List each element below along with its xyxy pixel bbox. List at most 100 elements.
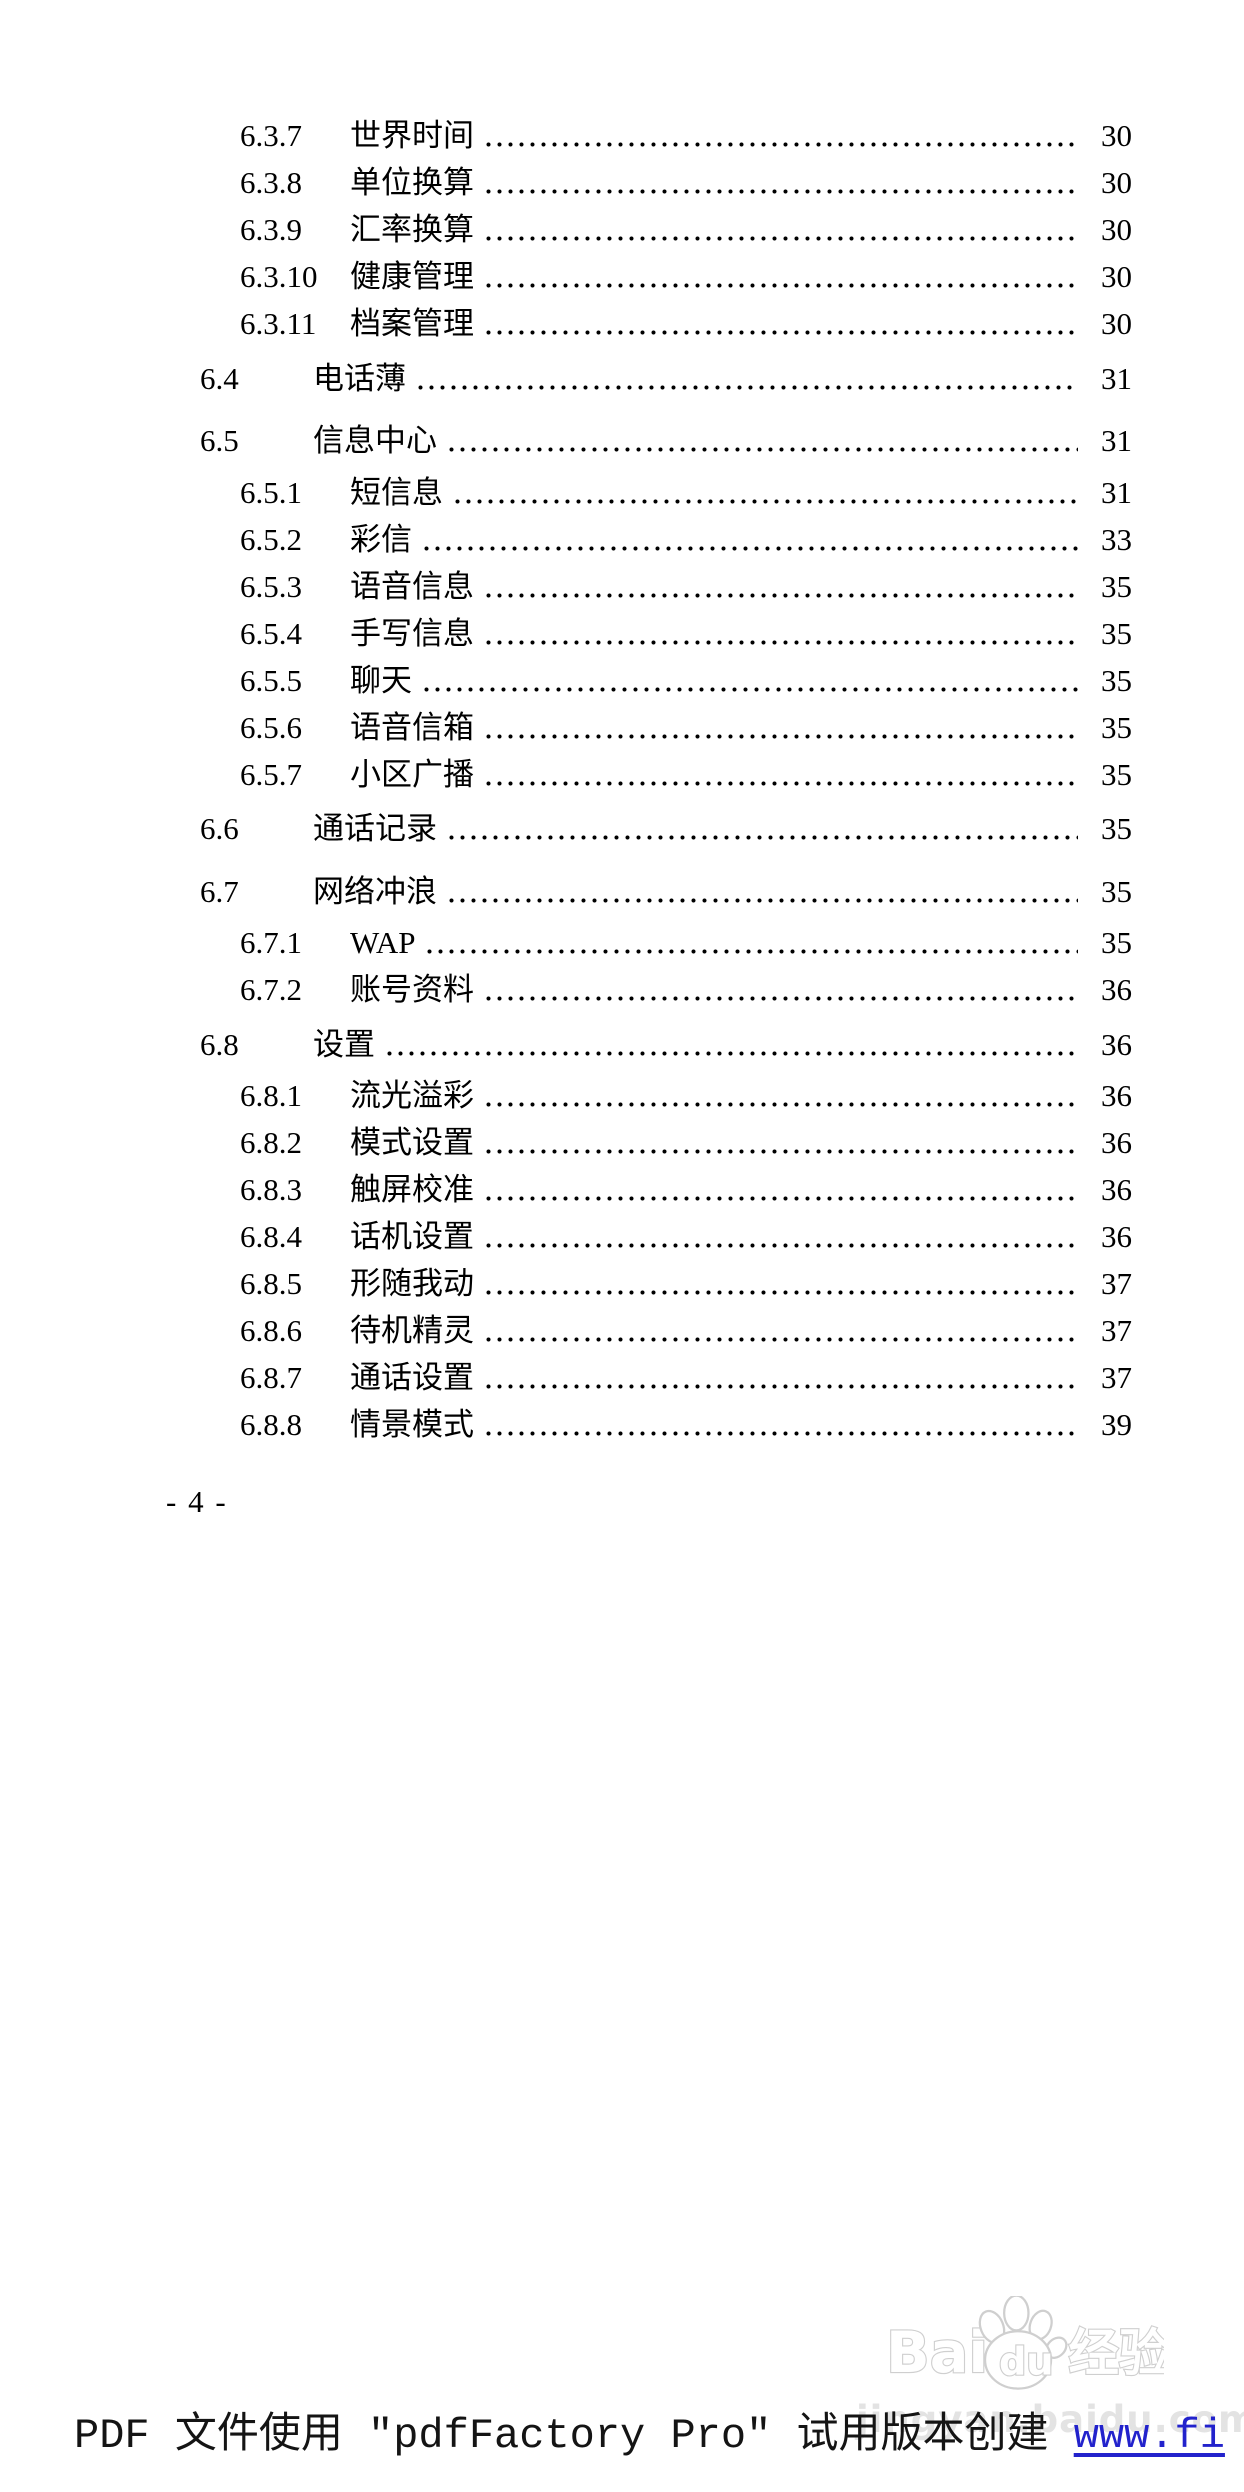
toc-entry-number: 6.8.8 [240,1407,302,1442]
toc-entry: 6.6 通话记录 35 [0,805,1244,852]
toc-entry: 6.8 设置 36 [0,1021,1244,1068]
baidu-text-du: du [999,2341,1054,2385]
toc-entry-page: 37 [1101,1360,1132,1395]
fineprint-link[interactable]: www.fi [1073,2412,1225,2460]
toc-entry-page: 37 [1101,1313,1132,1348]
leader-dots [415,385,1078,390]
toc-entry: 6.5.5 聊天 35 [0,657,1244,704]
toc-entry: 6.5.4 手写信息 35 [0,610,1244,657]
toc-entry-number: 6.8.5 [240,1266,302,1301]
leader-dots [483,996,1078,1001]
toc-entry-number: 6.8.7 [240,1360,302,1395]
toc-entry-number: 6.5.3 [240,569,302,604]
leader-dots [446,898,1078,903]
leader-dots [421,687,1078,692]
toc-entry-title: 汇率换算 [350,212,474,247]
leader-dots [483,236,1078,241]
toc-entry: 6.7.2 账号资料 36 [0,966,1244,1013]
toc-entry: 6.8.1 流光溢彩 36 [0,1072,1244,1119]
leader-dots [483,1149,1078,1154]
leader-dots [424,949,1078,954]
toc-entry: 6.3.11 档案管理 30 [0,300,1244,347]
leader-dots [483,1243,1078,1248]
toc-entry: 6.7.1 WAP 35 [0,919,1244,966]
toc-entry-page: 33 [1101,522,1132,557]
toc-entry-number: 6.5.5 [240,663,302,698]
leader-dots [483,1102,1078,1107]
leader-dots [452,499,1078,504]
toc-entry: 6.7 网络冲浪 35 [0,868,1244,915]
leader-dots [483,1337,1078,1342]
toc-entry-title: 话机设置 [350,1219,474,1254]
toc-entry-page: 35 [1101,663,1132,698]
toc-entry: 6.3.7 世界时间 30 [0,112,1244,159]
toc-entry-title: WAP [350,925,416,960]
toc-entry-page: 35 [1101,925,1132,960]
toc-entry: 6.8.8 情景模式 39 [0,1401,1244,1448]
toc-entry: 6.8.5 形随我动 37 [0,1260,1244,1307]
leader-dots [483,734,1078,739]
toc-entry-number: 6.3.10 [240,259,318,294]
leader-dots [483,142,1078,147]
toc-entry-title: 信息中心 [313,423,437,458]
leader-dots [421,546,1078,551]
toc-entry-title: 健康管理 [350,259,474,294]
toc-entry-page: 35 [1101,874,1132,909]
leader-dots [446,447,1078,452]
toc-entry-page: 36 [1101,972,1132,1007]
toc-entry-page: 30 [1101,306,1132,341]
toc-entry: 6.8.3 触屏校准 36 [0,1166,1244,1213]
leader-dots [483,283,1078,288]
toc-entry: 6.3.9 汇率换算 30 [0,206,1244,253]
toc-entry: 6.8.6 待机精灵 37 [0,1307,1244,1354]
toc-entry-page: 31 [1101,423,1132,458]
toc-entry: 6.5 信息中心 31 [0,417,1244,464]
toc-entry-title: 小区广播 [350,757,474,792]
toc-entry-page: 36 [1101,1172,1132,1207]
toc-entry-page: 35 [1101,757,1132,792]
toc-entry-number: 6.7.2 [240,972,302,1007]
page-number-label: - 4 - [166,1484,228,1519]
toc-entry-number: 6.5.2 [240,522,302,557]
leader-dots [483,1384,1078,1389]
jingyan-text: 经验 [1068,2323,1164,2382]
leader-dots [446,835,1078,840]
toc-entry: 6.3.8 单位换算 30 [0,159,1244,206]
toc-entry-page: 36 [1101,1027,1132,1062]
toc-entry-number: 6.8 [200,1027,239,1062]
toc-entry-title: 通话设置 [350,1360,474,1395]
jingyan-url-watermark: jingyan.baidu.com [856,2398,1244,2441]
toc-entry-title: 短信息 [350,475,443,510]
pdf-trial-notice: PDF 文件使用 ″pdfFactory Pro″ 试用版本创建 www.fi [74,2399,1225,2460]
toc-entry-title: 账号资料 [350,972,474,1007]
toc-entry-page: 35 [1101,710,1132,745]
trial-notice-text: PDF 文件使用 ″pdfFactory Pro″ 试用版本创建 [74,2412,1074,2460]
toc-entry-page: 35 [1101,811,1132,846]
toc-entry-number: 6.8.4 [240,1219,302,1254]
toc-entry-title: 设置 [313,1027,375,1062]
baidu-paw-icon [978,2294,1068,2390]
toc-entry-number: 6.3.8 [240,165,302,200]
leader-dots [483,1290,1078,1295]
toc-entry-number: 6.5.7 [240,757,302,792]
toc-entry: 6.8.4 话机设置 36 [0,1213,1244,1260]
leader-dots [384,1051,1078,1056]
toc-entry-page: 36 [1101,1125,1132,1160]
toc-entry-number: 6.5.6 [240,710,302,745]
toc-entry-title: 世界时间 [350,118,474,153]
toc-entry-number: 6.5 [200,423,239,458]
toc-entry-title: 彩信 [350,522,412,557]
toc-entry-page: 30 [1101,118,1132,153]
toc-entry-page: 37 [1101,1266,1132,1301]
toc-entry-title: 模式设置 [350,1125,474,1160]
leader-dots [483,781,1078,786]
toc-entry-number: 6.4 [200,361,239,396]
leader-dots [483,189,1078,194]
toc-entry: 6.5.2 彩信 33 [0,516,1244,563]
toc-entry: 6.5.1 短信息 31 [0,469,1244,516]
toc-entry-number: 6.3.7 [240,118,302,153]
toc-entry-title: 单位换算 [350,165,474,200]
toc-entry-title: 语音信息 [350,569,474,604]
toc-entry-number: 6.5.1 [240,475,302,510]
toc-entry-number: 6.8.6 [240,1313,302,1348]
